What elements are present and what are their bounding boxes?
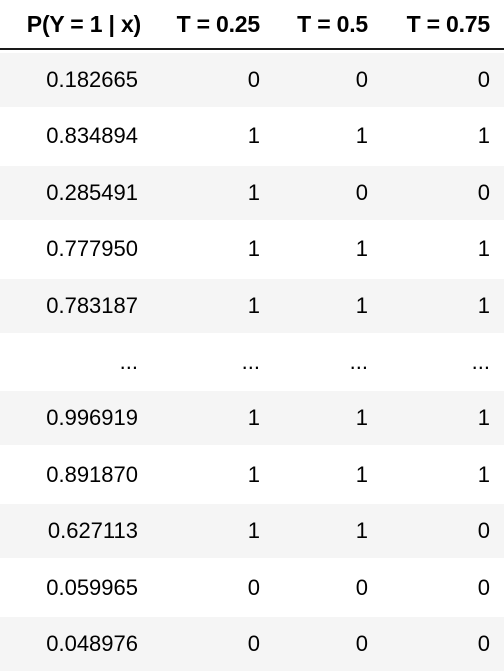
header-threshold-075: T = 0.75 <box>406 10 491 37</box>
cell-threshold-025: 0 <box>247 67 260 92</box>
table-row: 0.182665 0 0 0 <box>0 53 504 107</box>
cell-threshold-025: 1 <box>247 461 260 487</box>
table-row: 0.048976 0 0 0 <box>0 617 504 671</box>
cell-threshold-05: 1 <box>355 236 368 262</box>
header-threshold-025: T = 0.25 <box>176 10 261 37</box>
cell-threshold-05: 1 <box>355 123 368 149</box>
cell-threshold-025: 1 <box>247 292 260 318</box>
table-row: 0.285491 1 0 0 <box>0 165 504 220</box>
header-threshold-05: T = 0.5 <box>297 10 368 37</box>
cell-probability: 0.059965 <box>46 574 138 600</box>
cell-threshold-025: 0 <box>247 574 260 600</box>
cell-probability: 0.783187 <box>46 292 138 318</box>
cell-threshold-025: 1 <box>247 236 260 262</box>
table-row: 0.834894 1 1 1 <box>0 109 504 163</box>
cell-threshold-075: 1 <box>477 236 490 262</box>
header-probability: P(Y = 1 | x) <box>26 10 141 37</box>
table-row: 0.891870 1 1 1 <box>0 448 504 502</box>
table-row: 0.777950 1 1 1 <box>0 222 504 276</box>
cell-threshold-075: 0 <box>477 518 490 544</box>
cell-threshold-075: ... <box>471 349 490 374</box>
cell-threshold-075: 1 <box>477 461 490 487</box>
cell-threshold-025: 1 <box>247 123 260 149</box>
table-row: 0.627113 1 1 0 <box>0 504 504 559</box>
cell-threshold-025: 1 <box>247 405 260 431</box>
cell-probability: ... <box>119 349 138 374</box>
table-row: ............ <box>0 335 504 389</box>
table-header: P(Y = 1 | x) T = 0.25 T = 0.5 T = 0.75 <box>0 0 504 50</box>
cell-threshold-075: 0 <box>477 631 490 656</box>
table-row: 0.059965 0 0 0 <box>0 561 504 615</box>
table-row: 0.996919 1 1 1 <box>0 391 504 446</box>
cell-probability: 0.777950 <box>46 236 138 262</box>
cell-threshold-05: 0 <box>355 67 368 92</box>
cell-probability: 0.048976 <box>46 631 138 656</box>
cell-threshold-025: ... <box>241 349 260 374</box>
cell-threshold-075: 1 <box>477 123 490 149</box>
cell-threshold-075: 0 <box>477 67 490 92</box>
cell-threshold-05: 1 <box>355 292 368 318</box>
cell-probability: 0.996919 <box>46 405 138 431</box>
cell-threshold-05: 1 <box>355 461 368 487</box>
cell-threshold-025: 1 <box>247 179 260 205</box>
cell-threshold-075: 1 <box>477 292 490 318</box>
cell-threshold-025: 0 <box>247 631 260 656</box>
cell-probability: 0.834894 <box>46 123 138 149</box>
cell-probability: 0.285491 <box>46 179 138 205</box>
cell-threshold-075: 0 <box>477 574 490 600</box>
cell-probability: 0.891870 <box>46 461 138 487</box>
cell-threshold-05: 0 <box>355 574 368 600</box>
cell-threshold-05: 0 <box>355 179 368 205</box>
cell-threshold-05: 0 <box>355 631 368 656</box>
cell-threshold-05: 1 <box>355 405 368 431</box>
table-row: 0.783187 1 1 1 <box>0 278 504 333</box>
cell-threshold-075: 0 <box>477 179 490 205</box>
cell-probability: 0.627113 <box>47 518 138 544</box>
cell-threshold-075: 1 <box>477 405 490 431</box>
cell-threshold-05: ... <box>349 349 368 374</box>
cell-threshold-025: 1 <box>247 518 260 544</box>
cell-probability: 0.182665 <box>46 67 138 92</box>
cell-threshold-05: 1 <box>355 518 368 544</box>
